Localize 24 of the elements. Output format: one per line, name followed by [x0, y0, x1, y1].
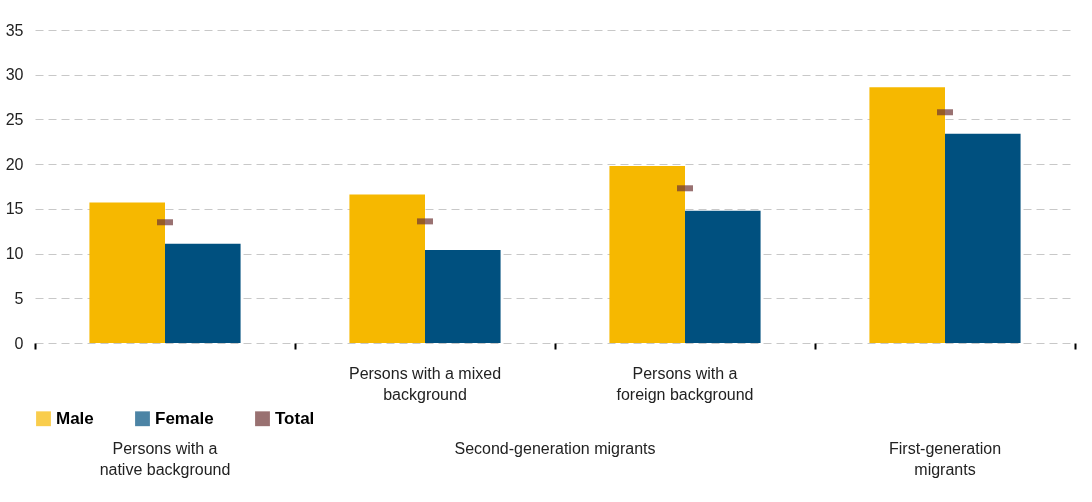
bar	[869, 87, 945, 343]
x-tick-label: Persons with a native background	[99, 440, 231, 478]
y-tick-label: 25	[5, 110, 24, 128]
y-tick-label: 35	[5, 21, 24, 39]
y-tick-label: 20	[5, 155, 24, 173]
bar	[89, 202, 165, 343]
bar	[685, 210, 761, 343]
y-tick-label: 0	[14, 334, 24, 352]
bar	[425, 249, 501, 343]
y-tick-label: 5	[14, 289, 24, 307]
y-tick-label: 15	[5, 200, 24, 218]
x-tick-label: Persons with a foreign background	[616, 365, 754, 403]
bar	[609, 165, 685, 343]
y-tick-label: 30	[5, 66, 24, 84]
x-tick-label: Persons with a mixed background	[348, 365, 502, 403]
bar	[165, 243, 241, 343]
bar	[945, 133, 1021, 343]
y-tick-label: 10	[5, 245, 24, 263]
x-tick-label: First-generation migrants	[888, 440, 1002, 478]
legend-label: Total	[275, 408, 315, 428]
legend-label: Male	[56, 408, 94, 428]
text: Second-generation migrants	[454, 440, 656, 457]
bar	[349, 194, 425, 343]
legend-label: Female	[155, 408, 214, 428]
